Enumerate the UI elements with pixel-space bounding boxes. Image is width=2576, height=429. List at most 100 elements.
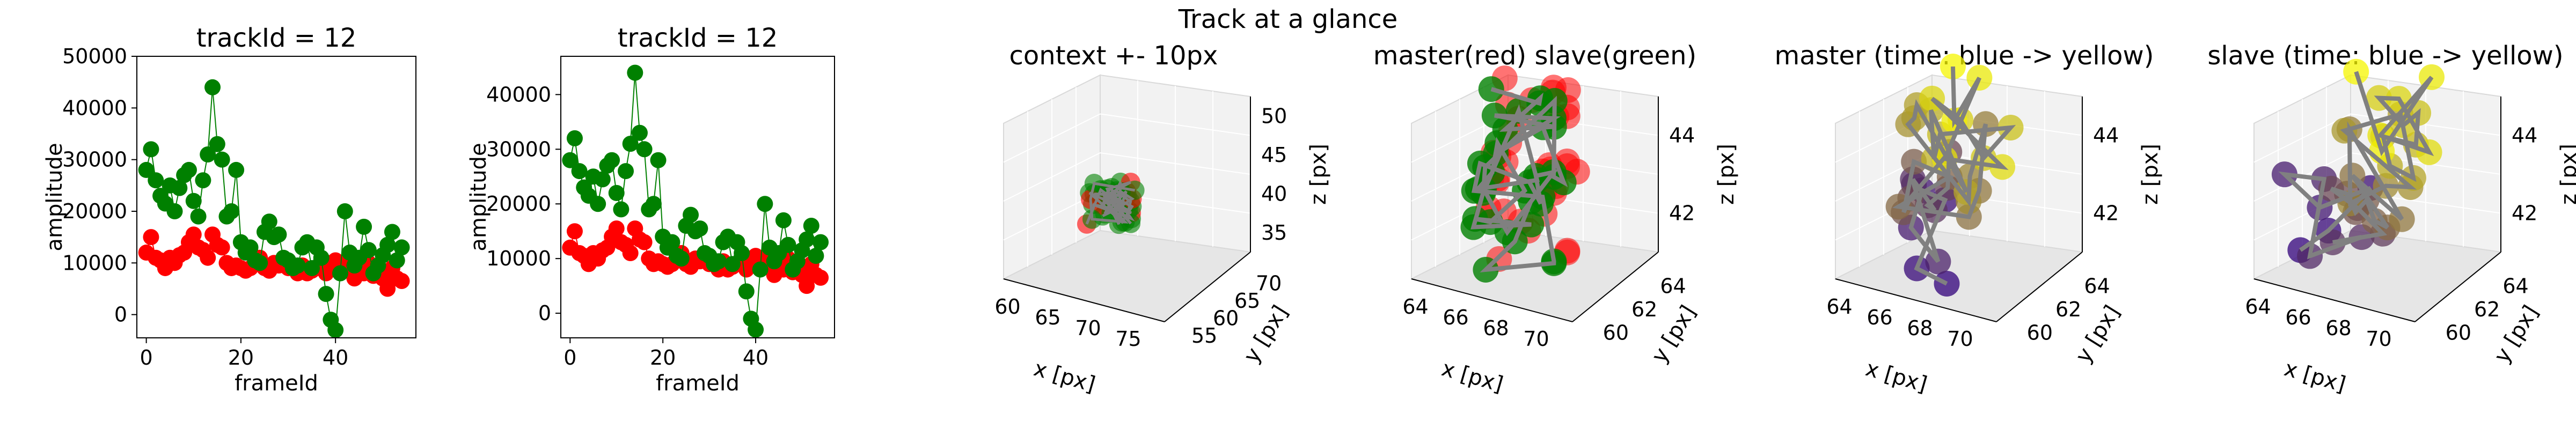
y-tick-label: 64 xyxy=(2084,275,2110,298)
y-axis-line xyxy=(1996,252,2083,322)
series-1-point xyxy=(608,220,625,237)
x-axis-line xyxy=(1411,278,1573,322)
series-2-point xyxy=(683,206,699,223)
y-tick-label: 10000 xyxy=(486,247,551,270)
y-tick-label: 0 xyxy=(114,303,127,327)
x-tick-label: 75 xyxy=(1115,327,1141,351)
y-tick-label: 62 xyxy=(2055,298,2081,321)
track-3d-chart-3: master (time: blue -> yellow)64 66 68 70x [… xyxy=(1775,41,2163,397)
series-2-point xyxy=(627,64,643,81)
x-axis-line xyxy=(1003,278,1165,322)
series-2-point xyxy=(738,283,755,300)
series-2-line xyxy=(569,72,822,330)
x-tick-label: 68 xyxy=(1483,316,1509,340)
series-2-point xyxy=(171,180,188,196)
series-2-point xyxy=(631,124,648,141)
series-2-point xyxy=(252,255,268,271)
x-tick-label: 70 xyxy=(1947,327,1973,351)
series-2-point xyxy=(636,141,653,158)
z-axis-label: z [px] xyxy=(2557,144,2576,205)
track-connector xyxy=(1892,66,2016,286)
series-2-point xyxy=(752,261,769,278)
x-axis-label: x [px] xyxy=(2281,356,2348,397)
y-tick-label: 20000 xyxy=(62,199,127,223)
grid-line xyxy=(1003,152,1101,202)
series-2-point xyxy=(604,152,620,168)
series-2-point xyxy=(190,208,207,225)
z-axis-label: z [px] xyxy=(1714,144,1739,205)
chart-title: context +- 10px xyxy=(1009,41,1218,71)
series-2-point xyxy=(242,239,259,256)
series-2-point xyxy=(590,196,606,212)
x-tick-label: 0 xyxy=(564,346,576,369)
y-axis-label: amplitude xyxy=(466,143,491,251)
grid-line xyxy=(2350,113,2501,136)
x-tick-label: 64 xyxy=(1402,295,1428,319)
amplitude-chart-1: trackId = 12 frameId amplitude 0 20 40 0 10000 2… xyxy=(42,23,416,396)
x-axis-label: x [px] xyxy=(1863,356,1930,397)
x-tick-label: 68 xyxy=(1907,316,1933,340)
z-tick-label: 42 xyxy=(1669,202,1695,225)
track-3d-chart-4: slave (time: blue -> yellow) 64 66 68 70 x [p… xyxy=(2207,41,2576,397)
series-2-point xyxy=(594,171,611,188)
series-2-point xyxy=(143,141,159,158)
series-2-point xyxy=(223,203,240,219)
series-2-point xyxy=(270,226,287,243)
series-2-point xyxy=(608,184,625,201)
series-2-point xyxy=(724,256,741,272)
series-2-point xyxy=(692,220,708,237)
y-tick-label: 65 xyxy=(1234,289,1260,313)
chart-title: trackId = 12 xyxy=(618,23,778,53)
series-2-point xyxy=(185,193,202,209)
series-2-point xyxy=(799,231,815,248)
x-axis-label: x [px] xyxy=(1439,356,1506,397)
series-2-point xyxy=(228,161,245,178)
series-2-point xyxy=(318,286,334,302)
series-2-point xyxy=(313,249,330,266)
y-tick-label: 50000 xyxy=(62,45,127,68)
series-1-point xyxy=(636,234,653,250)
series-2-point xyxy=(200,146,216,163)
z-tick-label: 45 xyxy=(1261,143,1287,167)
figure-suptitle: Track at a glance xyxy=(1178,4,1398,34)
series-2-point xyxy=(138,161,155,178)
series-2-point xyxy=(204,79,221,95)
x-axis-line xyxy=(2253,278,2416,322)
z-tick-label: 42 xyxy=(2093,202,2119,225)
x-tick-label: 65 xyxy=(1035,306,1060,329)
series-2-point xyxy=(618,163,634,180)
series-2-point xyxy=(622,136,639,152)
track-connector xyxy=(1085,181,1136,225)
y-axis-line xyxy=(1572,252,1659,322)
x-tick-label: 70 xyxy=(1075,316,1101,340)
z-tick-label: 40 xyxy=(1261,182,1287,205)
plot-area xyxy=(562,64,829,338)
y-tick-label: 20000 xyxy=(486,192,551,216)
z-axis-label: z [px] xyxy=(2138,144,2163,205)
series-2-point xyxy=(148,172,164,189)
series-2-point xyxy=(571,163,588,180)
y-tick-label: 0 xyxy=(538,301,551,325)
track-point xyxy=(1940,54,1966,80)
series-1-point xyxy=(143,229,159,246)
plot-area xyxy=(138,79,410,338)
series-2-point xyxy=(613,201,630,218)
x-axis-label: frameId xyxy=(656,371,740,396)
series-2-line xyxy=(145,87,402,332)
series-2-point xyxy=(748,321,764,338)
series-2-point xyxy=(180,161,197,178)
z-axis-label: z [px] xyxy=(1306,144,1331,205)
series-2-point xyxy=(813,234,829,250)
z-tick-label: 44 xyxy=(2093,124,2119,147)
series-2-point xyxy=(304,260,320,276)
y-tick-label: 60 xyxy=(2027,321,2053,344)
series-2-point xyxy=(261,213,277,230)
series-2-point xyxy=(195,172,211,189)
y-tick-label: 70 xyxy=(1256,271,1282,295)
y-tick-label: 64 xyxy=(2502,275,2528,298)
x-tick-label: 0 xyxy=(140,346,153,369)
grid-line xyxy=(2253,113,2351,163)
grid-line xyxy=(1100,113,1251,136)
